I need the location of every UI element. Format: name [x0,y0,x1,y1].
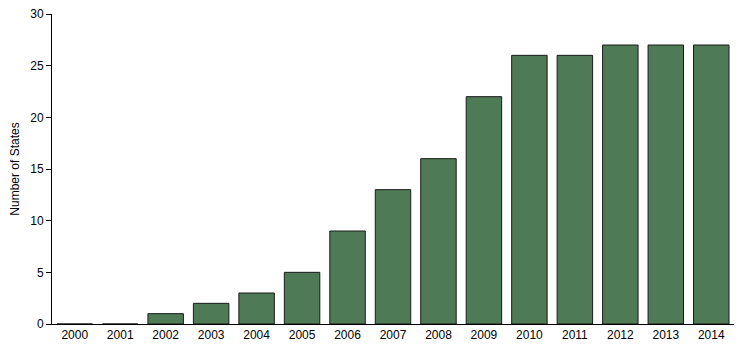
svg-text:15: 15 [30,162,44,176]
svg-text:2001: 2001 [107,328,134,342]
svg-text:2013: 2013 [652,328,679,342]
svg-text:2006: 2006 [334,328,361,342]
svg-text:2000: 2000 [61,328,88,342]
svg-text:10: 10 [30,214,44,228]
svg-text:20: 20 [30,111,44,125]
svg-text:2011: 2011 [562,328,588,342]
svg-text:2003: 2003 [198,328,225,342]
svg-text:2004: 2004 [243,328,270,342]
svg-text:5: 5 [37,266,44,280]
svg-text:2005: 2005 [289,328,316,342]
svg-text:0: 0 [37,317,44,331]
svg-text:2009: 2009 [471,328,498,342]
svg-text:Number of States: Number of States [8,122,22,215]
svg-text:2014: 2014 [698,328,725,342]
svg-text:2007: 2007 [380,328,407,342]
svg-text:2010: 2010 [516,328,543,342]
svg-text:25: 25 [30,59,44,73]
svg-text:30: 30 [30,7,44,21]
svg-text:2012: 2012 [607,328,634,342]
svg-text:2008: 2008 [425,328,452,342]
svg-text:2002: 2002 [152,328,179,342]
